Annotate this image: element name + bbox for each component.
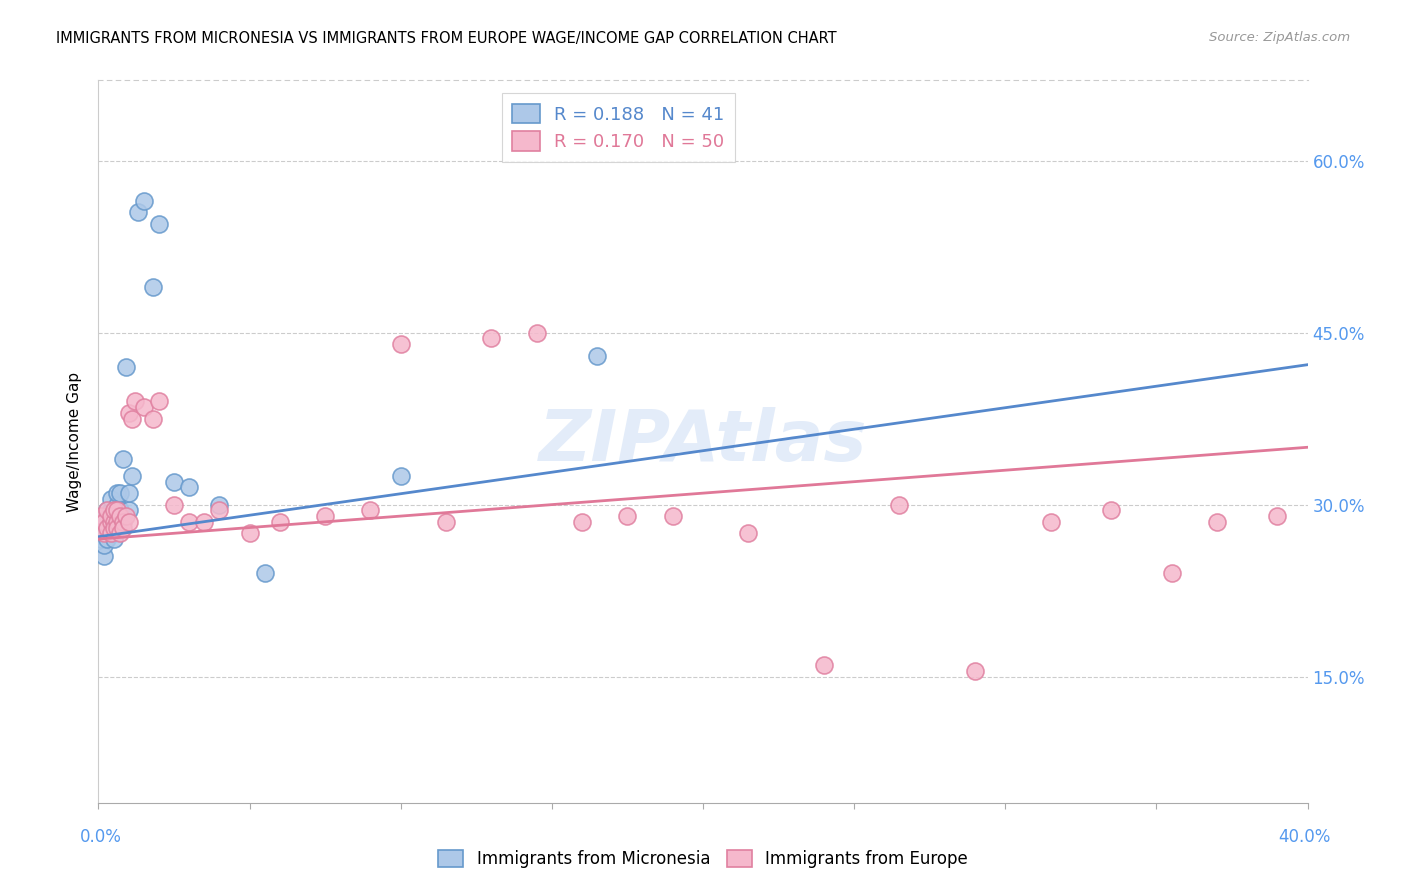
Point <box>111 515 134 529</box>
Point <box>889 498 911 512</box>
Point <box>132 194 155 208</box>
Point <box>103 532 125 546</box>
Point <box>121 411 143 425</box>
Point <box>193 515 215 529</box>
Point <box>737 526 759 541</box>
Point <box>100 503 122 517</box>
Y-axis label: Wage/Income Gap: Wage/Income Gap <box>67 371 83 512</box>
Point <box>208 503 231 517</box>
Point <box>314 509 336 524</box>
Point <box>108 515 131 529</box>
Point <box>142 279 165 293</box>
Point <box>148 394 170 409</box>
Point <box>142 411 165 425</box>
Point <box>661 509 683 524</box>
Point <box>239 526 262 541</box>
Point <box>813 658 835 673</box>
Point <box>96 503 118 517</box>
Point <box>108 526 131 541</box>
Point <box>93 549 115 564</box>
Point <box>118 486 141 500</box>
Point <box>118 515 141 529</box>
Point <box>1206 515 1229 529</box>
Point <box>163 475 186 489</box>
Point <box>103 503 125 517</box>
Point <box>111 451 134 466</box>
Point <box>111 520 134 534</box>
Point <box>148 217 170 231</box>
Point <box>965 664 987 678</box>
Point <box>105 515 128 529</box>
Point <box>163 498 186 512</box>
Point <box>481 331 503 345</box>
Point <box>93 515 115 529</box>
Point <box>179 480 201 494</box>
Point <box>179 515 201 529</box>
Text: IMMIGRANTS FROM MICRONESIA VS IMMIGRANTS FROM EUROPE WAGE/INCOME GAP CORRELATION: IMMIGRANTS FROM MICRONESIA VS IMMIGRANTS… <box>56 31 837 46</box>
Point <box>103 520 125 534</box>
Point <box>93 526 115 541</box>
Point <box>108 503 131 517</box>
Point <box>108 486 131 500</box>
Point <box>100 491 122 506</box>
Point <box>105 520 128 534</box>
Point <box>103 515 125 529</box>
Point <box>100 526 122 541</box>
Point <box>96 509 118 524</box>
Point <box>105 515 128 529</box>
Point <box>269 515 291 529</box>
Point <box>105 503 128 517</box>
Point <box>118 406 141 420</box>
Point <box>208 498 231 512</box>
Point <box>1267 509 1289 524</box>
Point <box>103 515 125 529</box>
Point <box>96 503 118 517</box>
Point <box>90 532 112 546</box>
Text: Source: ZipAtlas.com: Source: ZipAtlas.com <box>1209 31 1350 45</box>
Point <box>121 469 143 483</box>
Text: ZIPAtlas: ZIPAtlas <box>538 407 868 476</box>
Point <box>103 526 125 541</box>
Point <box>100 509 122 524</box>
Point <box>105 486 128 500</box>
Point <box>111 509 134 524</box>
Point <box>571 515 593 529</box>
Legend: R = 0.188   N = 41, R = 0.170   N = 50: R = 0.188 N = 41, R = 0.170 N = 50 <box>502 93 735 161</box>
Point <box>96 520 118 534</box>
Point <box>1160 566 1182 581</box>
Point <box>90 515 112 529</box>
Point <box>90 509 112 524</box>
Point <box>103 520 125 534</box>
Point <box>108 509 131 524</box>
Point <box>1039 515 1062 529</box>
Legend: Immigrants from Micronesia, Immigrants from Europe: Immigrants from Micronesia, Immigrants f… <box>432 843 974 875</box>
Point <box>389 337 412 351</box>
Point <box>114 509 136 524</box>
Point <box>100 515 122 529</box>
Point <box>616 509 638 524</box>
Point <box>586 349 609 363</box>
Point <box>1099 503 1122 517</box>
Point <box>93 538 115 552</box>
Point <box>389 469 412 483</box>
Point <box>124 394 146 409</box>
Point <box>100 526 122 541</box>
Point <box>100 515 122 529</box>
Point <box>105 498 128 512</box>
Point <box>105 503 128 517</box>
Point <box>96 532 118 546</box>
Point <box>127 205 149 219</box>
Point <box>526 326 548 340</box>
Text: 40.0%: 40.0% <box>1278 828 1331 846</box>
Point <box>93 526 115 541</box>
Point <box>132 400 155 414</box>
Point <box>114 359 136 374</box>
Point <box>118 503 141 517</box>
Point <box>103 503 125 517</box>
Point <box>360 503 382 517</box>
Point <box>96 515 118 529</box>
Text: 0.0%: 0.0% <box>80 828 122 846</box>
Point <box>253 566 276 581</box>
Point <box>434 515 457 529</box>
